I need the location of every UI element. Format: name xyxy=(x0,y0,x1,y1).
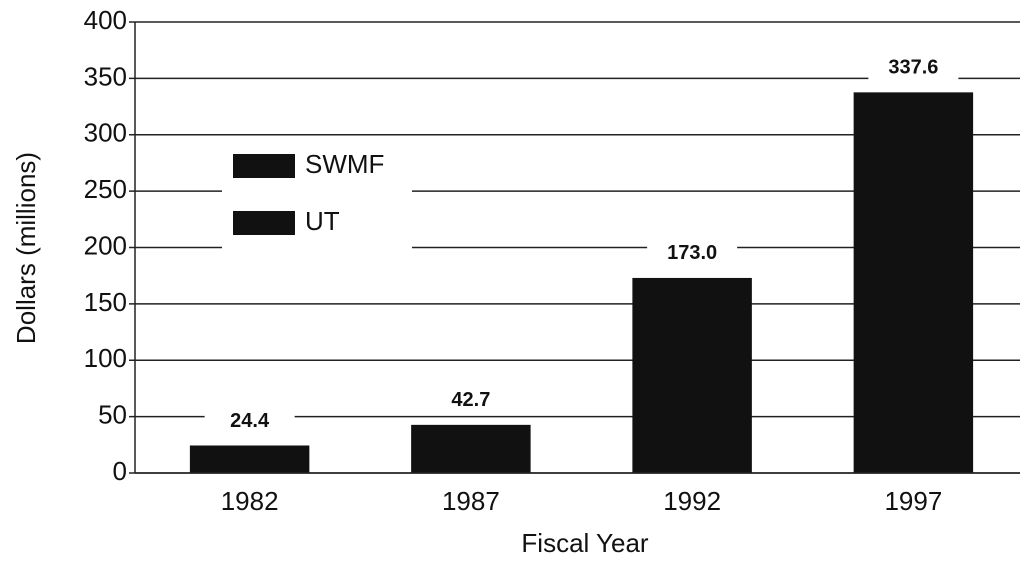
value-label-bg xyxy=(868,56,959,81)
y-tick-label: 100 xyxy=(84,343,127,373)
value-label: 24.4 xyxy=(230,410,270,432)
x-tick-label: 1992 xyxy=(663,486,721,516)
legend-swatch xyxy=(233,211,295,235)
bar xyxy=(853,92,974,473)
y-tick-label: 200 xyxy=(84,230,127,260)
y-tick-label: 0 xyxy=(113,456,127,486)
x-tick-label: 1997 xyxy=(884,486,942,516)
legend-swatch xyxy=(233,154,295,178)
y-axis-label: Dollars (millions) xyxy=(11,152,41,344)
y-tick-label: 50 xyxy=(98,400,127,430)
bar xyxy=(632,277,752,473)
value-label-bg xyxy=(425,388,516,413)
value-label: 42.7 xyxy=(451,389,490,411)
y-tick-label: 250 xyxy=(84,174,127,204)
bar xyxy=(411,424,531,473)
value-label: 173.0 xyxy=(667,242,717,264)
y-tick-label: 350 xyxy=(84,61,127,91)
legend-label: SWMF xyxy=(305,149,384,179)
value-label: 337.6 xyxy=(888,57,938,79)
y-tick-label: 150 xyxy=(84,287,127,317)
value-label-bg xyxy=(647,241,738,266)
x-tick-label: 1987 xyxy=(442,486,500,516)
legend-label: UT xyxy=(305,206,340,236)
bar xyxy=(189,445,310,473)
y-tick-label: 400 xyxy=(84,5,127,35)
y-tick-label: 300 xyxy=(84,118,127,148)
x-axis-label: Fiscal Year xyxy=(521,528,649,558)
x-tick-label: 1982 xyxy=(221,486,279,516)
value-label-bg xyxy=(204,409,295,434)
